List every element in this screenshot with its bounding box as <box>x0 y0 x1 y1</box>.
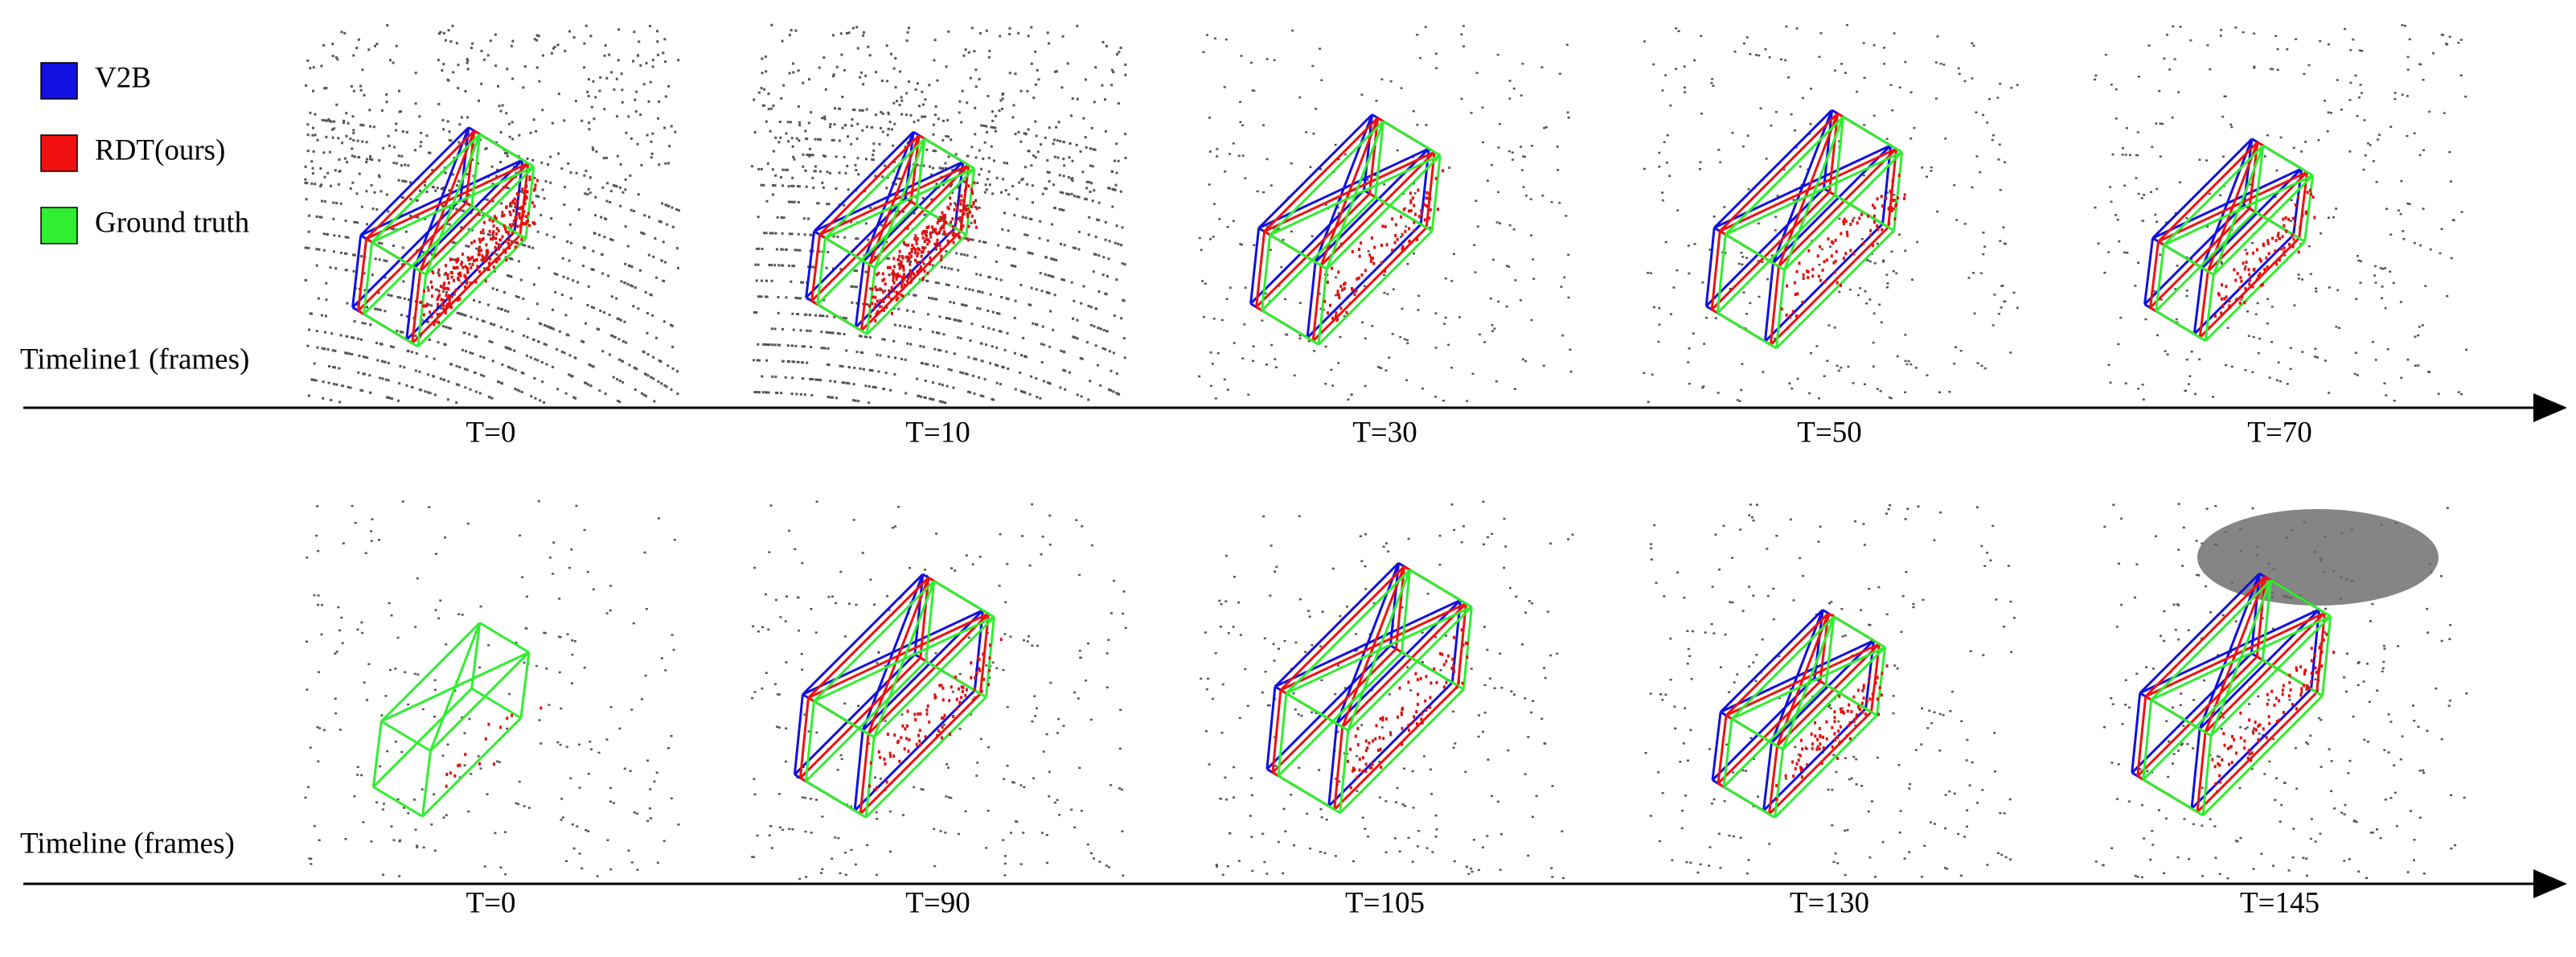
point-cloud-panel <box>751 23 1127 405</box>
legend-label: V2B <box>95 61 151 94</box>
legend-label: RDT(ours) <box>95 133 225 166</box>
point-cloud-panel <box>304 24 680 405</box>
legend-swatch <box>40 62 78 100</box>
scan-points <box>304 499 680 877</box>
bounding-box <box>1271 565 1467 811</box>
point-cloud-panel <box>304 499 680 877</box>
frame-label: T=50 <box>1797 416 1861 449</box>
frame-label: T=105 <box>1345 886 1425 919</box>
bounding-box <box>2155 144 2315 343</box>
object-points <box>1780 174 1906 331</box>
legend-label: Ground truth <box>95 206 250 239</box>
scan-points <box>1644 503 2016 878</box>
scan-points <box>751 23 1127 405</box>
legend-swatch <box>40 134 78 172</box>
scan-points <box>1200 500 1574 880</box>
bounding-box <box>1277 569 1473 815</box>
frame-label: T=145 <box>2240 886 2320 919</box>
point-cloud-panel <box>751 500 1127 881</box>
bounding-box <box>1722 615 1886 819</box>
object-points <box>868 180 978 322</box>
bounding-box <box>371 622 531 818</box>
point-cloud-panel <box>1198 25 1573 402</box>
timeline-label: Timeline1 (frames) <box>20 343 249 376</box>
bounding-box <box>1261 120 1442 346</box>
scan-blob <box>2197 509 2439 606</box>
object-points <box>868 638 1003 791</box>
scan-points <box>304 24 680 405</box>
legend-swatch <box>40 207 78 244</box>
scan-points <box>1198 25 1573 402</box>
object-points <box>419 175 539 336</box>
frame-label: T=30 <box>1352 416 1417 449</box>
object-points <box>2214 188 2316 318</box>
frame-label: T=70 <box>2247 416 2311 449</box>
object-points <box>1775 664 1889 801</box>
point-cloud-panel <box>2094 24 2467 402</box>
labels: V2B RDT(ours) Ground truth Timeline1 (frame… <box>20 61 2320 919</box>
panels <box>304 23 2468 881</box>
bounding-box <box>2136 576 2327 813</box>
scan-points <box>2094 24 2467 402</box>
point-cloud-panel <box>2094 503 2468 880</box>
point-cloud-panel <box>1200 500 1574 880</box>
point-cloud-panel <box>1643 23 2019 403</box>
bounding-box <box>2142 579 2332 817</box>
scan-points <box>1643 23 2019 403</box>
bounding-box <box>363 133 535 348</box>
object-points <box>1323 169 1445 322</box>
frame-label: T=10 <box>905 416 970 449</box>
frame-label: T=130 <box>1790 886 1869 919</box>
timeline-label: Timeline (frames) <box>20 827 235 860</box>
object-points <box>445 706 543 788</box>
bounding-box <box>1716 116 1904 350</box>
scan-points <box>2094 503 2468 880</box>
frame-label: T=90 <box>905 886 970 919</box>
object-points <box>2211 632 2336 794</box>
frame-label: T=0 <box>466 886 516 919</box>
frame-label: T=0 <box>466 416 516 449</box>
object-points <box>1346 628 1469 790</box>
point-cloud-panel <box>1644 503 2016 878</box>
